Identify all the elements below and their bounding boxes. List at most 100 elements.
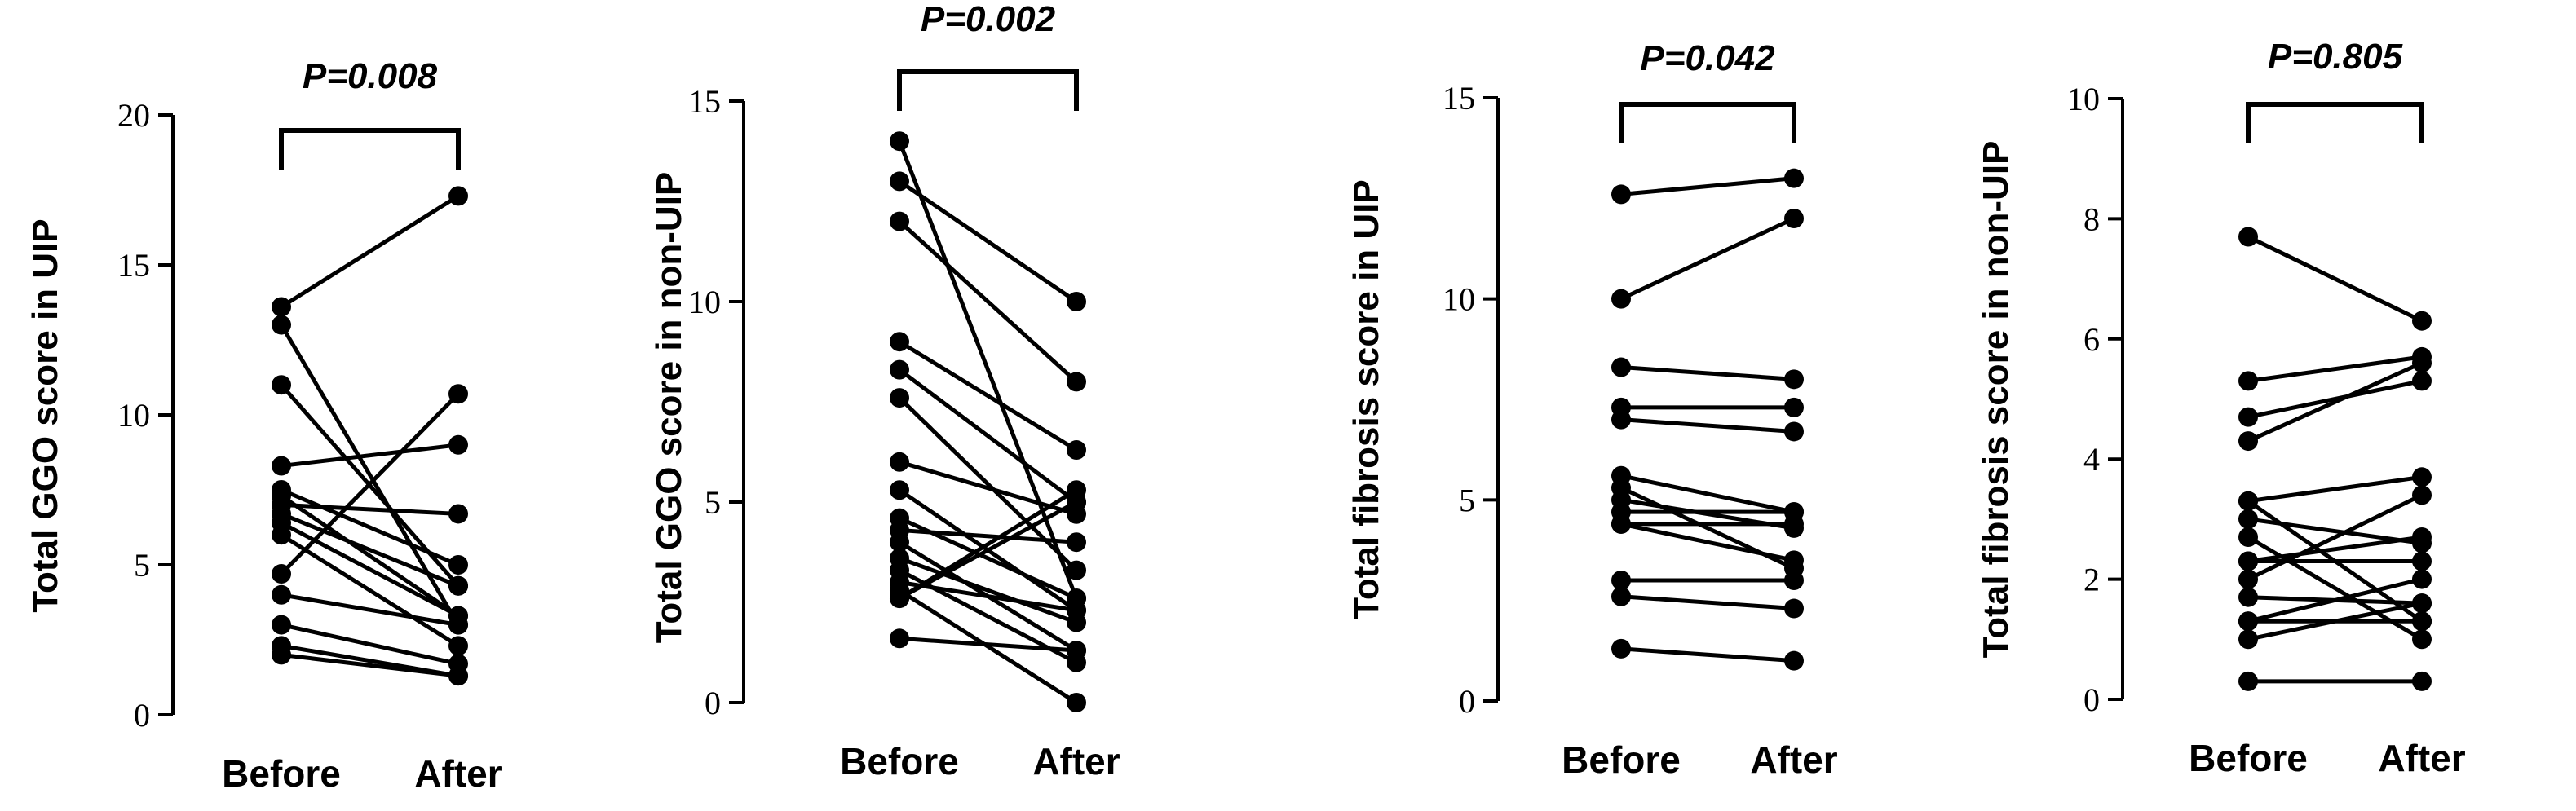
y-tick-label: 15 [117,247,150,284]
pair-line [2247,235,2424,323]
p-value-label: P=0.805 [2268,37,2403,77]
pair-line [2247,601,2423,641]
pair-line [897,140,1079,599]
point-before [272,297,291,317]
point-before [890,131,909,152]
y-tick-label: 2 [2083,562,2100,598]
point-after [1067,292,1086,311]
point-before [890,211,909,231]
pair-line [2247,378,2423,420]
point-before [2238,491,2258,511]
y-tick-label: 5 [1459,482,1475,518]
point-before [272,375,291,395]
point-before [272,564,291,584]
point-before [890,452,909,472]
point-after [2412,611,2432,632]
pair-line [280,533,460,648]
pair-line [1619,216,1796,301]
point-before [1611,513,1631,534]
pair-line [280,194,460,309]
point-after [1067,641,1086,661]
y-tick-label: 0 [134,697,150,734]
point-before [272,525,291,545]
point-before [890,171,909,192]
point-before [890,388,909,408]
pair-line [1620,474,1795,514]
pair-line [1620,417,1795,434]
point-before [272,315,291,335]
p-value-label: P=0.002 [921,0,1056,39]
point-after [448,384,468,404]
point-before [1611,357,1631,377]
y-axis-label: Total GGO score in non-UIP [649,172,689,644]
point-before [1611,586,1631,606]
point-after [2412,371,2432,391]
y-tick-label: 10 [1443,281,1475,318]
point-after [1067,532,1086,553]
y-tick-label: 10 [2067,81,2100,117]
point-after [1067,440,1086,461]
pair-line [899,527,1077,544]
pair-line [280,521,460,618]
y-tick-label: 0 [705,685,721,721]
y-tick-label: 0 [2083,681,2100,718]
point-before [2238,629,2258,650]
point-after [1784,513,1804,534]
point-before [2238,371,2258,391]
point-after [1784,421,1804,442]
x-tick-label-before: Before [840,740,959,782]
panel-a: 0 5 10 15 20 Total GGO score in UIP Before Afte… [25,56,502,795]
p-value-label: P=0.042 [1640,38,1775,78]
y-tick-label: 15 [1443,80,1475,117]
pair-line [281,487,459,567]
pair-line [2247,355,2423,383]
pair-line [2247,474,2423,504]
pair-line [2247,577,2423,624]
point-before [1611,184,1631,205]
point-after [448,615,468,635]
x-tick-label-before: Before [2189,737,2308,779]
point-before [272,584,291,605]
pair-line [898,340,1078,452]
point-before [890,359,909,380]
point-before [1611,571,1631,590]
point-before [1611,638,1631,659]
pair-line [279,324,461,626]
y-tick-label: 20 [117,97,150,134]
point-after [2412,551,2432,571]
point-before [890,628,909,649]
pair-line [281,593,459,628]
point-before [1611,289,1631,309]
pair-line [280,392,460,575]
y-tick-label: 15 [688,83,721,120]
point-after [1784,571,1804,590]
point-after [448,575,468,596]
panel-d: 0 2 4 6 8 10 Total fibrosis score in non-UIP Be… [1976,37,2466,779]
point-before [890,332,909,352]
point-before [2238,509,2258,529]
point-before [2238,671,2258,691]
point-before [272,615,291,635]
pair-line [281,443,459,469]
point-after [1067,600,1086,620]
point-after [448,636,468,656]
pair-line [899,460,1077,517]
pair-line [2247,535,2423,563]
point-before [890,480,909,500]
point-after [1784,397,1804,417]
pair-line [2247,535,2424,641]
point-before [890,532,909,553]
point-before [272,456,291,476]
point-before [890,588,909,609]
point-after [2412,467,2432,487]
y-axis-label: Total GGO score in UIP [25,218,65,612]
x-tick-label-before: Before [222,752,341,795]
point-before [2238,569,2258,589]
point-after [448,666,468,686]
pair-line [898,368,1078,505]
point-after [1067,560,1086,580]
significance-bracket [897,69,1079,111]
y-tick-label: 10 [117,397,150,434]
point-after [448,504,468,524]
pair-line [898,219,1078,384]
